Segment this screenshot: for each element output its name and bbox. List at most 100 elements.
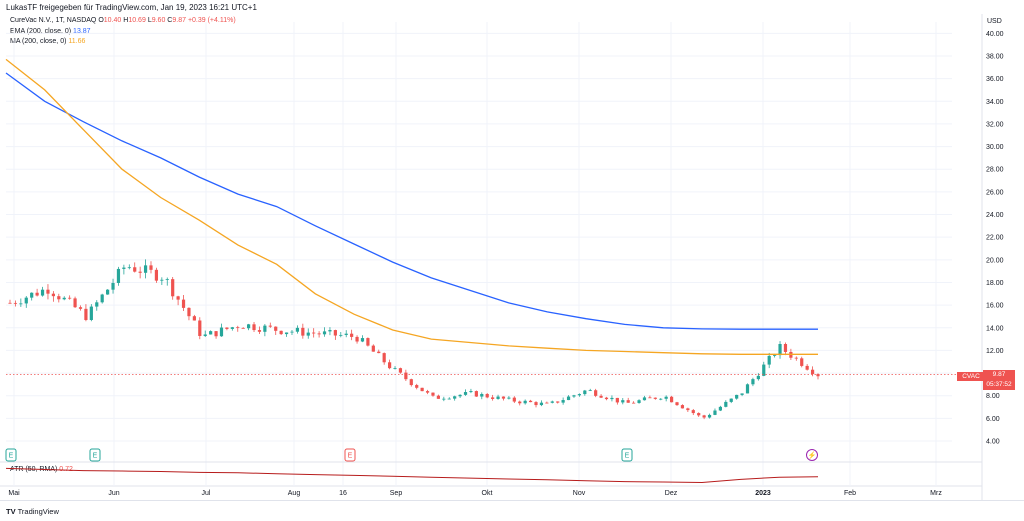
- candle-body: [664, 396, 668, 399]
- current-price: 9.87: [992, 371, 1006, 378]
- candle-body: [442, 398, 446, 400]
- candle-body: [404, 372, 408, 380]
- candle-body: [355, 336, 359, 342]
- price-tick-label: 34.00: [986, 99, 1004, 106]
- candle-body: [675, 402, 679, 406]
- candle-body: [686, 408, 690, 411]
- candle-body: [360, 338, 365, 342]
- candle-body: [312, 332, 316, 334]
- event-marker-label: E: [348, 453, 353, 460]
- candle-body: [366, 338, 370, 346]
- price-tick-label: 30.00: [986, 144, 1004, 151]
- tradingview-logo[interactable]: TV TradingView: [6, 507, 59, 516]
- candle-body: [40, 289, 45, 296]
- candle-body: [133, 267, 137, 272]
- logo-mark: TV: [6, 507, 16, 516]
- earnings-marker: [89, 448, 101, 462]
- earnings-marker: [5, 448, 17, 462]
- candle-body: [344, 333, 348, 335]
- countdown: 05:37:52: [986, 380, 1012, 388]
- candle-body: [111, 282, 115, 290]
- candle-body: [241, 327, 245, 329]
- candle-body: [577, 394, 581, 396]
- candle-body: [230, 327, 234, 329]
- price-tick-label: 22.00: [986, 235, 1004, 242]
- brand-name: TradingView: [17, 507, 59, 516]
- candle-body: [783, 344, 788, 352]
- earnings-marker: [621, 448, 633, 462]
- candle-body: [621, 400, 625, 403]
- candle-body: [588, 390, 592, 392]
- candle-body: [431, 392, 435, 396]
- time-tick-label: Jun: [108, 490, 119, 497]
- candle-body: [284, 332, 289, 335]
- ohlc-high: 10.69: [128, 17, 146, 24]
- candle-body: [24, 297, 28, 304]
- candle-body: [268, 325, 272, 327]
- candle-body: [339, 334, 343, 336]
- price-tick-label: 40.00: [986, 31, 1004, 38]
- ohlc-o-label: O: [98, 17, 104, 24]
- candle-body: [84, 308, 88, 320]
- candle-body: [729, 398, 733, 402]
- candle-body: [46, 289, 50, 294]
- candle-body: [350, 333, 354, 337]
- candle-body: [773, 355, 777, 356]
- candle-body: [474, 391, 478, 397]
- ohlc-l-label: L: [147, 17, 152, 24]
- time-tick-label: Aug: [288, 490, 301, 497]
- candle-body: [463, 392, 468, 395]
- candle-body: [561, 400, 565, 403]
- candle-body: [203, 334, 207, 336]
- candle-body: [116, 268, 121, 283]
- candle-body: [160, 279, 164, 281]
- candle-body: [247, 324, 251, 329]
- candle-body: [209, 331, 213, 335]
- candle-body: [198, 320, 202, 336]
- candle-body: [458, 394, 462, 397]
- candle-body: [485, 394, 489, 398]
- event-marker-label: E: [625, 453, 630, 460]
- candle-body: [68, 297, 72, 299]
- candle-body: [322, 331, 327, 335]
- ema-line: [5, 72, 818, 330]
- candle-body: [632, 402, 636, 404]
- candle-body: [149, 265, 153, 270]
- candle-body: [127, 267, 131, 269]
- price-chart[interactable]: 40.00 38.00 36.00 34.00 32.00 30.00 28.00 26.00…: [0, 0, 1024, 500]
- candle-body: [556, 401, 560, 403]
- ma-row: MA (200, close, 0) 11.66: [10, 37, 236, 48]
- ma-value: 11.66: [68, 38, 86, 45]
- candle-body: [816, 374, 820, 377]
- candle-body: [615, 397, 619, 403]
- price-tick-label: 6.00: [986, 416, 1000, 423]
- candle-body: [691, 410, 695, 414]
- candle-body: [225, 327, 229, 329]
- time-tick-label: Nov: [573, 490, 586, 497]
- candle-body: [420, 387, 424, 392]
- candle-body: [642, 397, 647, 401]
- time-tick-label: 16: [339, 490, 347, 497]
- candle-body: [78, 307, 83, 309]
- candle-body: [550, 401, 554, 403]
- candle-body: [409, 379, 413, 386]
- event-marker-label: ⚡: [808, 451, 817, 460]
- ema-row: EMA (200, close, 0) 13.87: [10, 27, 236, 38]
- candle-body: [100, 294, 104, 303]
- candle-body: [637, 400, 641, 403]
- ohlc-low: 9.60: [151, 17, 166, 24]
- candle-body: [279, 330, 283, 335]
- candle-body: [252, 324, 256, 331]
- candle-body: [762, 364, 766, 376]
- candle-body: [263, 325, 267, 332]
- candle-body: [501, 396, 506, 399]
- candle-body: [138, 271, 142, 273]
- candle-body: [702, 415, 706, 418]
- candle-body: [122, 267, 126, 269]
- candle-body: [707, 414, 712, 418]
- event-marker-label: E: [93, 453, 98, 460]
- symbol-price-tag: CVAC: [957, 372, 985, 381]
- candle-body: [751, 379, 755, 385]
- price-tick-label: 38.00: [986, 53, 1004, 60]
- current-price-tag: 9.87 05:37:52: [983, 370, 1015, 390]
